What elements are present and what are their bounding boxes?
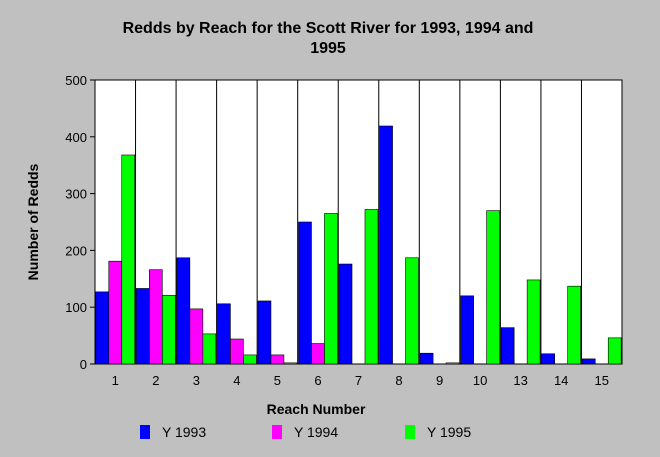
bar-y-1995-reach-14 xyxy=(567,285,581,365)
bar-y-1995-reach-7 xyxy=(364,209,379,365)
x-tick-label: 1 xyxy=(112,373,119,388)
bar-y-1993-reach-8 xyxy=(379,125,393,365)
bar-y-1993-reach-13 xyxy=(500,327,515,365)
x-tick-label: 15 xyxy=(594,373,608,388)
bar-y-1994-reach-3 xyxy=(189,308,204,365)
bar-y-1995-reach-5 xyxy=(283,362,298,365)
bar-y-1993-reach-7 xyxy=(338,263,353,365)
legend-label-y-1995: Y 1995 xyxy=(427,424,471,440)
category-separators xyxy=(135,80,582,364)
bar-y-1993-reach-6 xyxy=(298,221,312,365)
bar-y-1994-reach-4 xyxy=(230,338,244,365)
chart-title-line-1: Redds by Reach for the Scott River for 1… xyxy=(123,20,534,37)
legend-swatch-y-1994 xyxy=(272,425,282,439)
bar-y-1993-reach-15 xyxy=(581,358,596,365)
bar-y-1994-reach-5 xyxy=(270,354,285,365)
chart-title-line-2: 1995 xyxy=(310,40,346,57)
bar-y-1995-reach-4 xyxy=(243,354,257,365)
bar-y-1993-reach-5 xyxy=(257,300,272,365)
bar-y-1993-reach-14 xyxy=(541,353,555,365)
y-tick-label: 200 xyxy=(65,243,87,258)
y-tick-label: 500 xyxy=(65,73,87,88)
x-tick-label: 14 xyxy=(554,373,568,388)
bar-y-1993-reach-3 xyxy=(176,257,191,365)
bar-y-1994-reach-1 xyxy=(108,260,123,365)
x-axis-ticks: 1 2 3 4 5 6 7 8 9 10 13 14 15 xyxy=(112,373,609,388)
bar-y-1993-reach-10 xyxy=(460,295,474,365)
x-tick-label: 8 xyxy=(395,373,402,388)
bar-y-1993-reach-2 xyxy=(136,288,150,365)
legend-label-y-1993: Y 1993 xyxy=(162,424,206,440)
x-tick-label: 5 xyxy=(274,373,281,388)
x-tick-label: 9 xyxy=(436,373,443,388)
bar-y-1995-reach-2 xyxy=(161,294,176,365)
bar-y-1995-reach-9 xyxy=(445,362,460,365)
legend-swatch-y-1995 xyxy=(405,425,415,439)
y-tick-label: 0 xyxy=(80,357,87,372)
x-tick-label: 7 xyxy=(355,373,362,388)
bar-y-1995-reach-1 xyxy=(121,154,136,365)
legend-label-y-1994: Y 1994 xyxy=(294,424,338,440)
bar-y-1995-reach-15 xyxy=(607,337,622,365)
x-tick-label: 6 xyxy=(314,373,321,388)
bar-y-1995-reach-13 xyxy=(526,279,541,365)
bar-y-1993-reach-4 xyxy=(217,303,231,365)
bars-group xyxy=(95,125,622,365)
x-axis-label: Reach Number xyxy=(267,401,366,417)
bar-y-1995-reach-8 xyxy=(405,257,419,365)
y-axis-ticks: 0 100 200 300 400 500 xyxy=(65,73,95,372)
chart-legend: Y 1993 Y 1994 Y 1995 xyxy=(140,424,471,440)
y-tick-label: 100 xyxy=(65,300,87,315)
bar-y-1995-reach-6 xyxy=(324,213,338,365)
bar-y-1994-reach-2 xyxy=(149,269,163,365)
x-tick-label: 2 xyxy=(152,373,159,388)
y-tick-label: 300 xyxy=(65,187,87,202)
bar-y-1993-reach-1 xyxy=(95,291,110,365)
bar-y-1993-reach-9 xyxy=(419,352,434,365)
bar-y-1995-reach-10 xyxy=(486,210,500,365)
y-axis-label: Number of Redds xyxy=(25,163,41,280)
x-tick-label: 10 xyxy=(473,373,487,388)
x-tick-label: 3 xyxy=(193,373,200,388)
bar-y-1995-reach-3 xyxy=(202,333,217,365)
legend-swatch-y-1993 xyxy=(140,425,150,439)
x-tick-label: 13 xyxy=(513,373,527,388)
bar-y-1994-reach-6 xyxy=(311,343,325,365)
y-tick-label: 400 xyxy=(65,130,87,145)
x-tick-label: 4 xyxy=(233,373,240,388)
